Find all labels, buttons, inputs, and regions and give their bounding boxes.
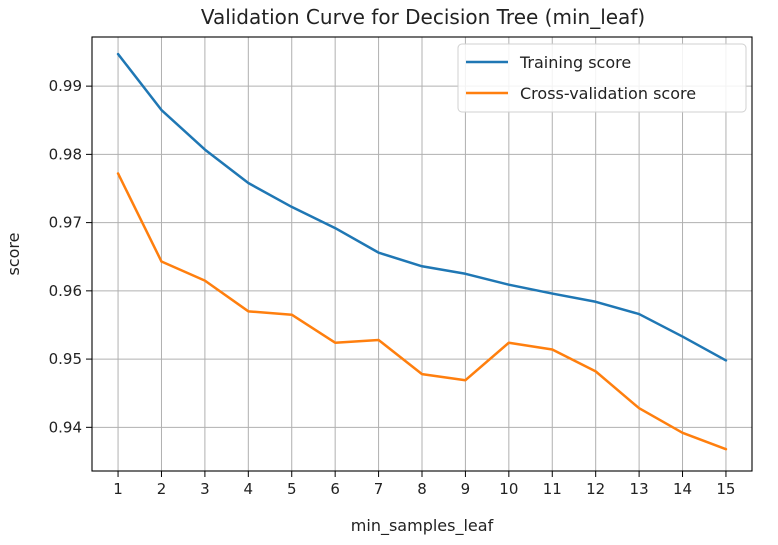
x-tick-label: 3	[200, 480, 210, 498]
x-tick-label: 7	[374, 480, 384, 498]
x-tick-label: 13	[630, 480, 649, 498]
x-tick-label: 9	[461, 480, 471, 498]
series-group	[116, 52, 728, 451]
y-axis-ticks: 0.94 0.95 0.96 0.97 0.98 0.99	[49, 77, 92, 436]
x-tick-label: 5	[287, 480, 297, 498]
training-score-line	[116, 52, 728, 362]
x-axis-ticks: 1 2 3 4 5 6 7 8 9 10 11 12 13 14 15	[113, 471, 735, 498]
x-tick-label: 6	[330, 480, 340, 498]
x-tick-label: 14	[673, 480, 692, 498]
y-tick-label: 0.99	[49, 77, 82, 95]
y-tick-label: 0.94	[49, 418, 82, 436]
x-tick-label: 1	[113, 480, 123, 498]
legend-label-cross-validation: Cross-validation score	[520, 84, 696, 103]
x-axis-label: min_samples_leaf	[351, 516, 494, 536]
y-tick-label: 0.97	[49, 214, 82, 232]
x-tick-label: 15	[716, 480, 735, 498]
legend-box	[457, 43, 747, 113]
y-tick-label: 0.96	[49, 282, 82, 300]
x-tick-label: 10	[499, 480, 518, 498]
x-tick-label: 12	[586, 480, 605, 498]
legend: Training score Cross-validation score	[457, 43, 747, 113]
cross-validation-score-line	[116, 172, 728, 451]
y-axis-label: score	[4, 233, 23, 276]
y-tick-label: 0.95	[49, 350, 82, 368]
x-tick-label: 8	[417, 480, 427, 498]
x-tick-label: 4	[244, 480, 254, 498]
x-tick-label: 2	[157, 480, 167, 498]
legend-label-training: Training score	[519, 53, 631, 72]
y-tick-label: 0.98	[49, 145, 82, 163]
x-tick-label: 11	[543, 480, 562, 498]
chart-title: Validation Curve for Decision Tree (min_…	[201, 5, 645, 29]
